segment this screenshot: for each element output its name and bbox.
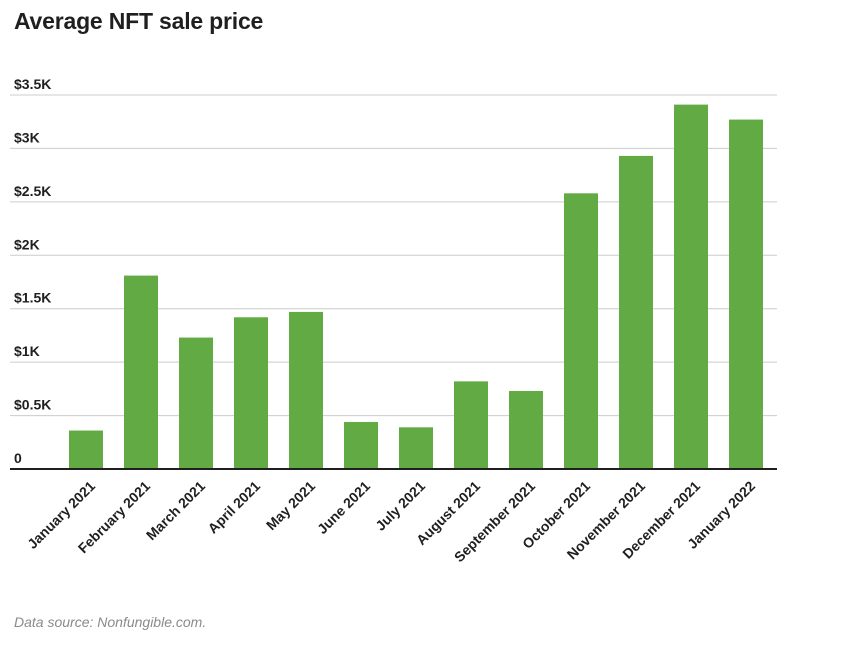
bar	[564, 193, 598, 469]
x-tick-label: April 2021	[204, 478, 263, 537]
y-tick-label: $1K	[14, 343, 40, 359]
bar	[179, 337, 213, 469]
y-tick-label: $3K	[14, 129, 40, 145]
y-tick-label: $0.5K	[14, 397, 51, 413]
x-tick-label: July 2021	[372, 478, 428, 534]
bar-chart: 0 $0.5K $1K $1.5K $2K $2.5K $3K $3.5K January 2…	[10, 76, 777, 565]
bar	[454, 381, 488, 469]
chart-title: Average NFT sale price	[14, 8, 264, 34]
bar	[619, 155, 653, 469]
bar	[399, 427, 433, 469]
bar	[69, 430, 103, 469]
x-tick-label: May 2021	[263, 478, 318, 533]
bars	[69, 104, 763, 470]
x-tick-label: June 2021	[314, 478, 373, 537]
bar	[234, 317, 268, 469]
y-tick-label: $2.5K	[14, 183, 51, 199]
y-tick-label: 0	[14, 450, 22, 466]
y-tick-label: $2K	[14, 236, 40, 252]
source-note: Data source: Nonfungible.com.	[14, 614, 207, 630]
bar	[124, 275, 158, 469]
y-tick-label: $3.5K	[14, 76, 51, 92]
bar	[344, 421, 378, 469]
y-tick-label: $1.5K	[14, 290, 51, 306]
bar	[729, 119, 763, 469]
x-tick-label: March 2021	[143, 478, 208, 543]
bar	[509, 390, 543, 469]
y-axis-ticks: 0 $0.5K $1K $1.5K $2K $2.5K $3K $3.5K	[14, 76, 51, 466]
bar	[289, 311, 323, 469]
bar	[674, 104, 708, 470]
